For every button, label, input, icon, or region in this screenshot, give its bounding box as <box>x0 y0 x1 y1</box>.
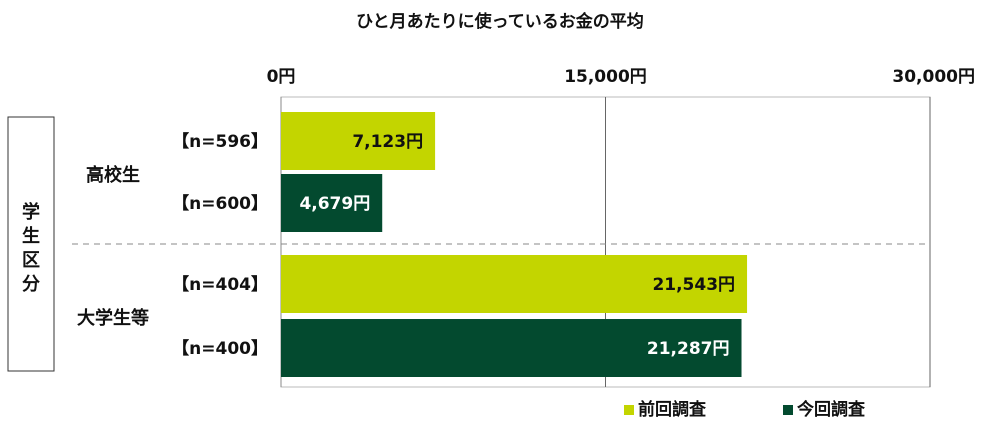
group-label: 高校生 <box>86 164 140 186</box>
bar <box>281 255 748 313</box>
bar <box>281 174 383 232</box>
sample-size-label: 【n=400】 <box>172 338 268 359</box>
category-axis-label-char: 区 <box>22 250 40 271</box>
x-tick-label: 0円 <box>267 67 296 87</box>
bar <box>281 319 742 377</box>
category-axis-label-char: 分 <box>22 274 40 295</box>
category-axis-box <box>7 116 55 372</box>
sample-size-label: 【n=596】 <box>172 131 268 152</box>
chart-title: ひと月あたりに使っているお金の平均 <box>356 11 644 32</box>
bar-value-label: 21,287円 <box>647 339 730 359</box>
sample-size-label: 【n=404】 <box>172 274 268 295</box>
sample-size-label: 【n=600】 <box>172 193 268 214</box>
category-axis-label-char: 学 <box>22 201 40 223</box>
legend-label: 前回調査 <box>638 399 707 420</box>
bar <box>281 112 436 170</box>
category-axis-label-char: 生 <box>22 225 40 247</box>
legend-swatch <box>783 405 793 415</box>
x-tick-label: 15,000円 <box>564 67 647 87</box>
group-label: 大学生等 <box>77 307 149 329</box>
bar-value-label: 4,679円 <box>299 194 370 214</box>
bar-value-label: 7,123円 <box>352 132 423 152</box>
legend-swatch <box>624 405 634 415</box>
bar-value-label: 21,543円 <box>652 275 735 295</box>
legend-label: 今回調査 <box>797 399 866 420</box>
x-tick-label: 30,000円 <box>892 67 975 87</box>
